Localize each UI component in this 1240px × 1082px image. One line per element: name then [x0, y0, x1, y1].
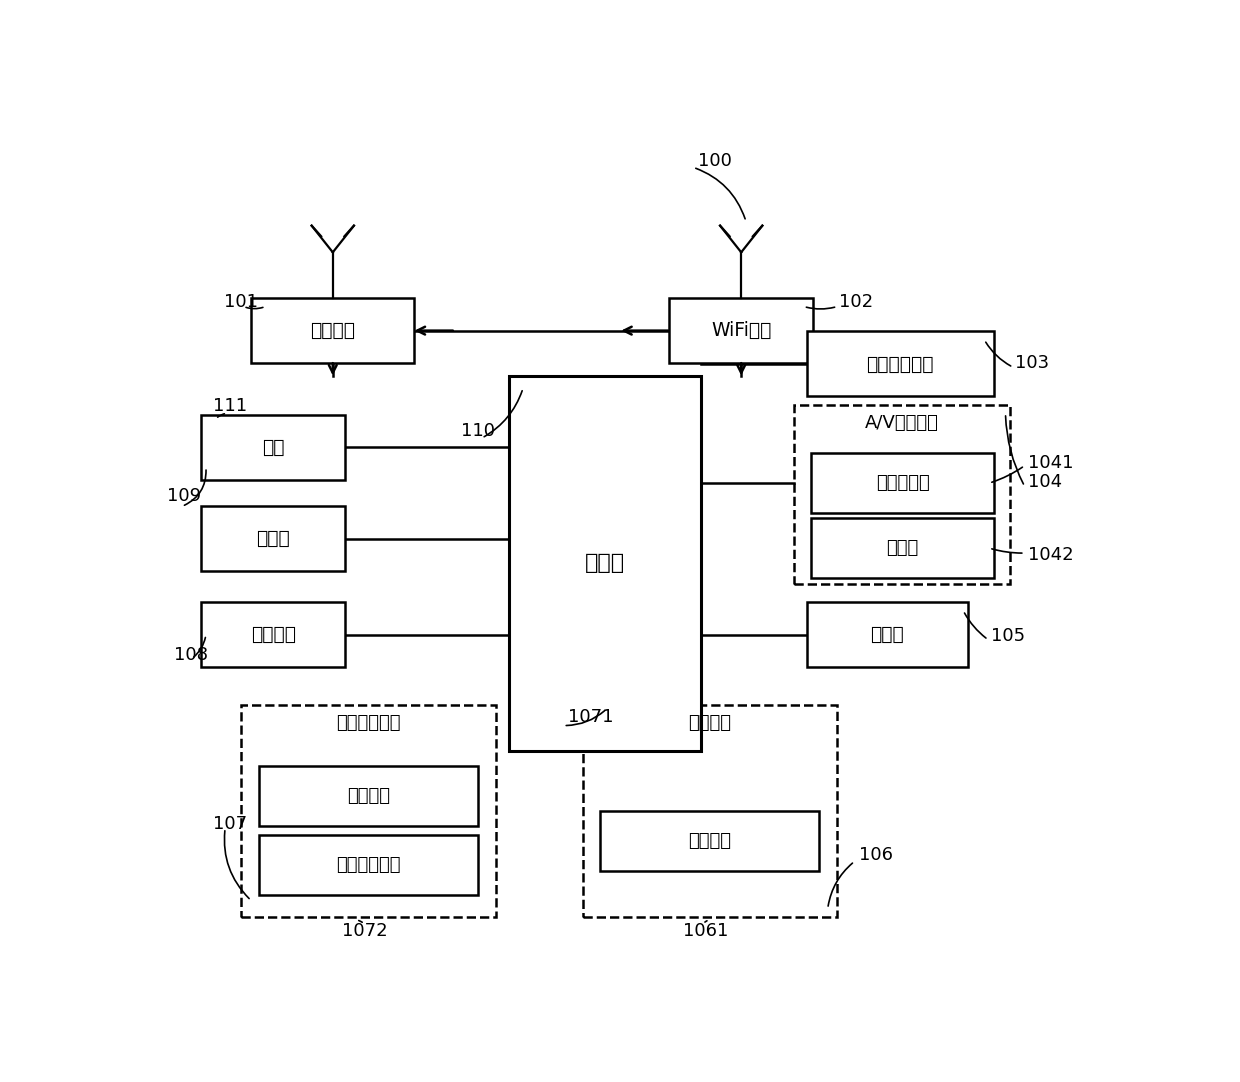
Text: 触控面板: 触控面板 [347, 787, 389, 805]
Text: 接口单元: 接口单元 [250, 625, 295, 644]
Text: 图形处理器: 图形处理器 [875, 474, 930, 492]
FancyArrowPatch shape [185, 470, 206, 505]
FancyArrowPatch shape [224, 831, 249, 898]
Text: 1071: 1071 [568, 709, 614, 726]
Text: 101: 101 [224, 293, 258, 312]
FancyArrowPatch shape [246, 307, 263, 308]
FancyArrowPatch shape [358, 921, 362, 922]
FancyArrowPatch shape [986, 342, 1011, 366]
Text: 102: 102 [839, 293, 873, 312]
Bar [806, 331, 994, 396]
FancyArrowPatch shape [828, 863, 852, 906]
Text: 100: 100 [698, 151, 732, 170]
Text: 用户输入单元: 用户输入单元 [336, 714, 401, 733]
Bar [201, 603, 345, 668]
Bar [242, 704, 496, 918]
Text: 1041: 1041 [1028, 454, 1073, 472]
Text: A/V输入单元: A/V输入单元 [866, 414, 939, 432]
FancyArrowPatch shape [696, 169, 745, 219]
Bar [259, 766, 477, 826]
Text: 传感器: 传感器 [870, 625, 904, 644]
FancyArrowPatch shape [567, 711, 605, 726]
Text: 1042: 1042 [1028, 545, 1073, 564]
Text: 111: 111 [213, 397, 247, 415]
Text: 音频输出单元: 音频输出单元 [867, 355, 934, 373]
Text: 1072: 1072 [342, 922, 387, 940]
FancyArrowPatch shape [992, 549, 1022, 553]
Text: 105: 105 [991, 626, 1025, 645]
Bar [811, 453, 994, 513]
Bar [670, 299, 813, 364]
Text: 106: 106 [859, 846, 893, 863]
Bar [508, 375, 701, 751]
Text: 1061: 1061 [683, 922, 728, 940]
Text: 电源: 电源 [262, 438, 284, 457]
FancyArrowPatch shape [484, 391, 522, 437]
Bar [201, 506, 345, 571]
Text: WiFi模块: WiFi模块 [711, 321, 771, 340]
Text: 110: 110 [460, 422, 495, 440]
Bar [600, 812, 820, 871]
FancyArrowPatch shape [704, 921, 707, 922]
Bar [806, 603, 968, 668]
Text: 104: 104 [1028, 473, 1061, 491]
Text: 麦克风: 麦克风 [887, 539, 919, 557]
Bar [583, 704, 837, 918]
FancyArrowPatch shape [218, 413, 224, 418]
FancyArrowPatch shape [965, 613, 986, 638]
Text: 109: 109 [166, 487, 201, 505]
FancyArrowPatch shape [193, 637, 206, 657]
Text: 存储器: 存储器 [257, 529, 290, 549]
Text: 103: 103 [1016, 354, 1049, 372]
Bar [259, 834, 477, 895]
Text: 其他输入设备: 其他输入设备 [336, 856, 401, 873]
Text: 射频单元: 射频单元 [310, 321, 356, 340]
Text: 处理器: 处理器 [585, 553, 625, 573]
Text: 显示单元: 显示单元 [688, 714, 732, 733]
Bar [794, 405, 1011, 584]
Text: 108: 108 [174, 646, 208, 663]
Text: 107: 107 [213, 815, 247, 833]
FancyArrowPatch shape [992, 467, 1023, 483]
FancyArrowPatch shape [806, 307, 835, 309]
Bar [811, 518, 994, 578]
Text: 显示面板: 显示面板 [688, 832, 732, 850]
FancyArrowPatch shape [1006, 415, 1023, 484]
Bar [201, 414, 345, 479]
Bar [250, 299, 414, 364]
